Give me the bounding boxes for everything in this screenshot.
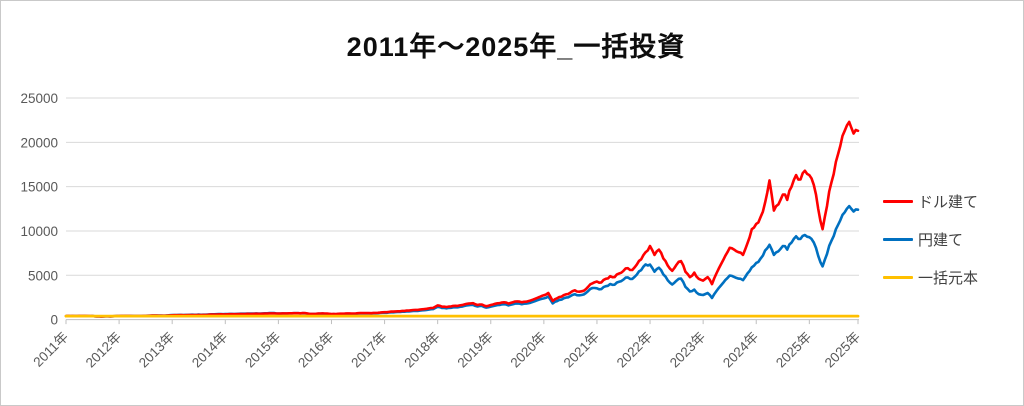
legend-item-0: ドル建て xyxy=(883,191,978,212)
legend-item-1: 円建て xyxy=(883,229,978,250)
legend-label: 円建て xyxy=(918,232,964,249)
y-axis-tick-label: 10000 xyxy=(20,224,58,239)
x-axis-tick-label: 2020年 xyxy=(508,329,549,370)
x-axis-tick-label: 2018年 xyxy=(401,329,442,370)
x-axis-tick-label: 2012年 xyxy=(83,329,124,370)
x-axis-tick-label: 2024年 xyxy=(720,329,761,370)
x-axis-tick-label: 2023年 xyxy=(667,329,708,370)
x-axis-tick-label: 2013年 xyxy=(136,329,177,370)
x-axis-tick-label: 2022年 xyxy=(614,329,655,370)
x-axis-tick-label: 2021年 xyxy=(561,329,602,370)
series-line-1 xyxy=(64,204,860,318)
x-axis-tick-label: 2025年 xyxy=(773,329,814,370)
legend-item-2: 一括元本 xyxy=(883,267,978,288)
chart-title: 2011年～2025年_一括投資 xyxy=(346,32,686,62)
x-axis-tick-label: 2011年 xyxy=(30,329,71,370)
x-axis-tick-label: 2015年 xyxy=(242,329,283,370)
legend-swatch-icon xyxy=(883,238,913,241)
legend-label: ドル建て xyxy=(918,194,979,211)
x-axis-tick-label: 2025年 xyxy=(822,329,863,370)
series-line-0 xyxy=(64,120,860,318)
chart-legend: ドル建て円建て一括元本 xyxy=(883,191,978,288)
x-axis-tick-label: 2016年 xyxy=(295,329,336,370)
y-axis-tick-label: 20000 xyxy=(20,135,58,150)
x-axis-tick-label: 2014年 xyxy=(189,329,230,370)
x-axis-tick-label: 2019年 xyxy=(454,329,495,370)
y-axis-tick-label: 25000 xyxy=(20,91,58,106)
y-axis-tick-label: 5000 xyxy=(28,268,58,283)
y-axis-tick-label: 0 xyxy=(50,313,58,328)
legend-swatch-icon xyxy=(883,200,913,203)
y-axis-tick-label: 15000 xyxy=(20,180,58,195)
legend-swatch-icon xyxy=(883,276,913,279)
legend-label: 一括元本 xyxy=(918,270,979,287)
x-axis-tick-label: 2017年 xyxy=(348,329,389,370)
